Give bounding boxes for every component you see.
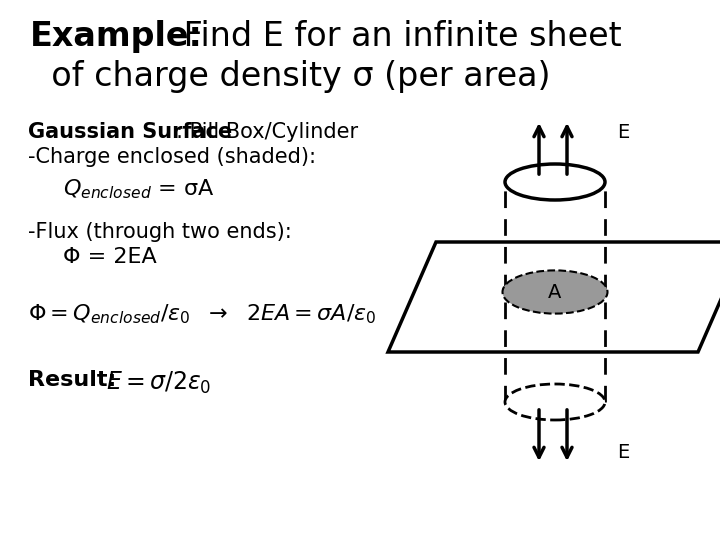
Text: $E = \sigma/2\varepsilon_0$: $E = \sigma/2\varepsilon_0$ (91, 370, 211, 396)
Ellipse shape (503, 271, 608, 314)
Ellipse shape (505, 384, 605, 420)
Polygon shape (388, 242, 720, 352)
Text: -Flux (through two ends):: -Flux (through two ends): (28, 222, 292, 242)
Text: of charge density σ (per area): of charge density σ (per area) (30, 60, 551, 93)
Text: $Q_{enclosed}$ = σA: $Q_{enclosed}$ = σA (63, 177, 215, 200)
Text: E: E (617, 442, 629, 462)
Text: Find E for an infinite sheet: Find E for an infinite sheet (173, 20, 621, 53)
Text: Φ = 2EA: Φ = 2EA (63, 247, 157, 267)
Text: Gaussian Surface: Gaussian Surface (28, 122, 233, 142)
Text: Result:: Result: (28, 370, 117, 390)
Text: : Pill Box/Cylinder: : Pill Box/Cylinder (176, 122, 358, 142)
Text: E: E (617, 123, 629, 141)
Text: Example:: Example: (30, 20, 203, 53)
Text: $\Phi = Q_{enclosed}/\varepsilon_0$  $\rightarrow$  $2EA = \sigma A/\varepsilon_: $\Phi = Q_{enclosed}/\varepsilon_0$ $\ri… (28, 302, 377, 326)
Text: A: A (549, 282, 562, 301)
Ellipse shape (505, 164, 605, 200)
Text: -Charge enclosed (shaded):: -Charge enclosed (shaded): (28, 147, 316, 167)
